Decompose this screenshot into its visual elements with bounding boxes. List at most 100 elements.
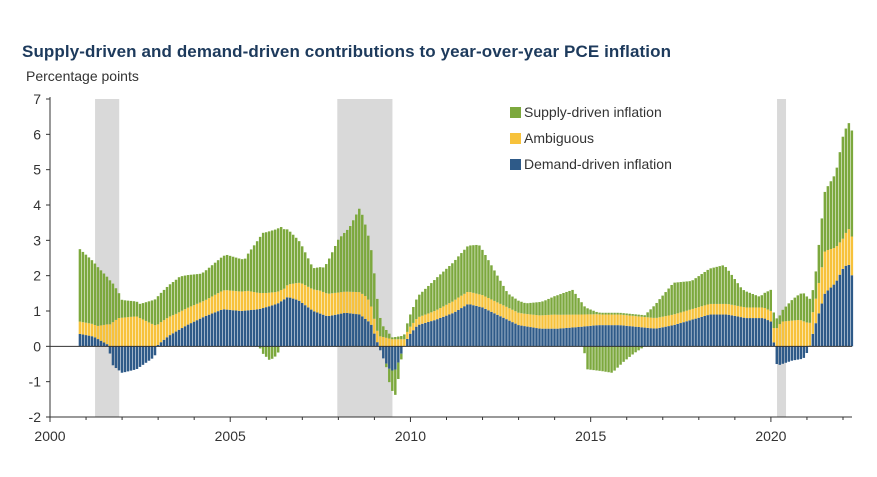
bar-supply [625,313,628,316]
bar-ambiguous [541,315,544,329]
bar-supply-negative [595,346,598,371]
bar-ambiguous [315,290,319,313]
bar-supply-negative [264,346,268,357]
bar-supply [349,226,352,292]
bar-demand [571,327,574,347]
bar-supply-negative [631,346,634,355]
bar-demand [688,320,691,347]
bar-ambiguous [649,317,652,329]
bar-supply-negative [385,363,388,368]
bar-supply [132,301,136,317]
bar-demand [850,275,854,347]
bar-ambiguous [144,320,148,347]
bar-ambiguous [514,311,517,324]
bar-demand [198,318,202,347]
bar-demand [586,326,589,347]
bar-demand [583,326,586,347]
bar-demand [243,310,247,347]
bar-ambiguous [177,312,181,330]
bar-supply [373,273,376,319]
bar-ambiguous [670,314,673,326]
bar-demand [285,297,289,347]
bar-supply [267,231,271,293]
bar-demand [207,314,211,347]
bar-demand [793,346,797,361]
bar-demand [430,321,433,347]
bar-supply [337,239,340,293]
bar-supply [225,254,229,291]
bar-ambiguous [279,290,283,302]
bar-demand [210,313,214,347]
bar-demand [682,322,685,347]
bar-demand [183,326,187,347]
bar-demand [376,342,379,347]
bar-supply [706,269,709,305]
bar-supply [637,314,640,317]
bar-demand [388,346,391,369]
bar-demand [520,325,523,347]
bar-ambiguous [589,314,592,326]
bar-ambiguous [240,291,244,311]
bar-supply [709,268,712,304]
bar-demand [496,314,499,347]
bar-ambiguous [195,303,199,321]
bar-demand [547,328,550,347]
bar-demand [562,328,565,347]
bar-supply [114,288,118,320]
bar-supply-negative [628,346,631,357]
legend-swatch [510,159,521,170]
bar-ambiguous [565,314,568,328]
bar-series [78,123,854,395]
bar-supply [658,299,661,318]
bar-supply [123,300,127,318]
bar-demand [781,346,785,364]
bar-supply [237,258,241,292]
bar-supply [126,300,130,318]
bar-demand [652,328,655,347]
bar-demand [90,336,94,347]
bar-supply [379,317,382,337]
legend-label: Ambiguous [524,130,594,146]
bar-demand [550,328,553,347]
bar-supply [324,264,328,294]
bar-ambiguous [159,322,163,343]
bar-supply [288,231,292,285]
bar-demand [709,314,712,347]
bar-ambiguous [204,299,208,316]
bar-demand [484,308,487,347]
bar-ambiguous [673,314,676,325]
bar-supply [718,266,721,304]
bar-supply [180,276,184,311]
bar-ambiguous [487,297,490,311]
bar-ambiguous [775,328,779,347]
bar-supply [481,249,484,296]
bar-demand [421,323,424,347]
bar-supply [352,220,355,292]
bar-demand [373,333,376,347]
bar-demand [568,327,571,347]
bar-supply [733,279,736,306]
bar-ambiguous [388,338,391,347]
bar-supply [589,309,592,315]
bar-supply [282,229,286,289]
bar-supply [162,289,166,321]
bar-ambiguous [165,318,169,338]
bar-demand [745,318,748,347]
bar-ambiguous [766,309,770,321]
bar-ambiguous [433,311,436,321]
y-tick-label: -2 [29,409,42,425]
bar-demand [201,317,205,347]
bar-demand [817,313,821,347]
bar-demand [439,317,442,347]
bar-supply [334,245,337,293]
bar-supply [231,256,235,291]
bar-ambiguous [535,315,538,329]
bar-ambiguous [802,321,806,347]
bar-ambiguous [427,313,430,322]
bar-demand [427,321,430,347]
bar-supply [258,236,262,293]
bar-ambiguous [559,314,562,329]
bar-demand [739,317,742,347]
bar-supply [493,270,496,301]
bar-ambiguous [568,314,571,328]
